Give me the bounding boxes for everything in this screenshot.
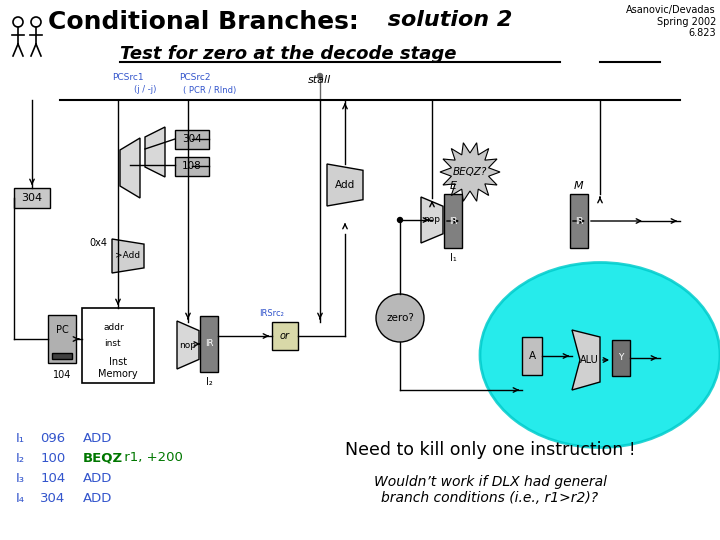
Text: PC: PC xyxy=(55,325,68,335)
Text: M: M xyxy=(574,181,584,191)
Polygon shape xyxy=(572,330,600,390)
Bar xyxy=(175,157,209,176)
Text: Add: Add xyxy=(335,180,355,190)
Text: 304: 304 xyxy=(40,491,66,504)
Text: ADD: ADD xyxy=(83,431,112,444)
Text: 096: 096 xyxy=(40,431,66,444)
Text: PCSrc1: PCSrc1 xyxy=(112,73,144,83)
Bar xyxy=(570,194,588,248)
Text: A: A xyxy=(528,351,536,361)
Bar xyxy=(612,340,630,376)
Bar xyxy=(272,322,298,350)
Ellipse shape xyxy=(480,262,720,448)
Text: BEQZ: BEQZ xyxy=(83,451,123,464)
Text: Conditional Branches:: Conditional Branches: xyxy=(48,10,359,34)
Text: I₄: I₄ xyxy=(16,491,24,504)
Text: E: E xyxy=(449,181,456,191)
Polygon shape xyxy=(440,143,500,201)
Text: I₃: I₃ xyxy=(16,471,24,484)
Polygon shape xyxy=(421,197,443,243)
Text: ( PCR / RInd): ( PCR / RInd) xyxy=(184,85,237,94)
Bar xyxy=(200,316,218,372)
Circle shape xyxy=(318,73,323,78)
Polygon shape xyxy=(120,138,140,198)
Text: 304: 304 xyxy=(182,134,202,144)
Text: 104: 104 xyxy=(53,370,71,380)
Text: nop: nop xyxy=(423,215,441,225)
Text: I₁: I₁ xyxy=(449,253,456,263)
Text: I₂: I₂ xyxy=(15,451,24,464)
Text: Wouldn’t work if DLX had general
branch conditions (i.e., r1>r2)?: Wouldn’t work if DLX had general branch … xyxy=(374,475,606,505)
Text: Test for zero at the decode stage: Test for zero at the decode stage xyxy=(120,45,456,63)
Text: Inst
Memory: Inst Memory xyxy=(98,357,138,379)
Text: 304: 304 xyxy=(22,193,42,203)
Text: 108: 108 xyxy=(182,161,202,171)
Text: IR: IR xyxy=(575,217,583,226)
Bar xyxy=(48,315,76,363)
Text: I₁: I₁ xyxy=(16,431,24,444)
Text: inst: inst xyxy=(104,339,121,348)
Text: 0x4: 0x4 xyxy=(89,238,107,248)
Text: ALU: ALU xyxy=(580,355,598,365)
Circle shape xyxy=(376,294,424,342)
Bar xyxy=(14,188,50,208)
Text: stall: stall xyxy=(308,75,332,85)
Text: Need to kill only one instruction !: Need to kill only one instruction ! xyxy=(345,441,635,459)
Text: >Add: >Add xyxy=(115,252,140,260)
Bar xyxy=(52,353,72,359)
Polygon shape xyxy=(177,321,199,369)
Circle shape xyxy=(397,218,402,222)
Text: IR: IR xyxy=(204,340,213,348)
Text: or: or xyxy=(280,331,290,341)
Bar xyxy=(444,194,462,248)
Bar xyxy=(522,337,542,375)
Text: 104: 104 xyxy=(40,471,66,484)
Text: I₂: I₂ xyxy=(206,377,212,387)
Polygon shape xyxy=(112,239,144,273)
Bar xyxy=(175,130,209,149)
Polygon shape xyxy=(327,164,363,206)
Text: 100: 100 xyxy=(40,451,66,464)
Text: solution 2: solution 2 xyxy=(380,10,513,30)
Text: zero?: zero? xyxy=(386,313,414,323)
Text: Asanovic/Devadas
Spring 2002
6.823: Asanovic/Devadas Spring 2002 6.823 xyxy=(626,5,716,38)
Text: IR: IR xyxy=(449,217,457,226)
Text: Y: Y xyxy=(618,354,624,362)
Bar xyxy=(82,308,154,383)
Text: r1, +200: r1, +200 xyxy=(120,451,183,464)
Text: ADD: ADD xyxy=(83,491,112,504)
Polygon shape xyxy=(145,127,165,177)
Text: PCSrc2: PCSrc2 xyxy=(179,73,211,83)
Text: ADD: ADD xyxy=(83,471,112,484)
Text: addr: addr xyxy=(104,323,125,333)
Text: (j / -j): (j / -j) xyxy=(134,85,156,94)
Text: IRSrc₂: IRSrc₂ xyxy=(260,309,284,319)
Text: nop: nop xyxy=(179,341,197,349)
Text: BEQZ?: BEQZ? xyxy=(453,167,487,177)
